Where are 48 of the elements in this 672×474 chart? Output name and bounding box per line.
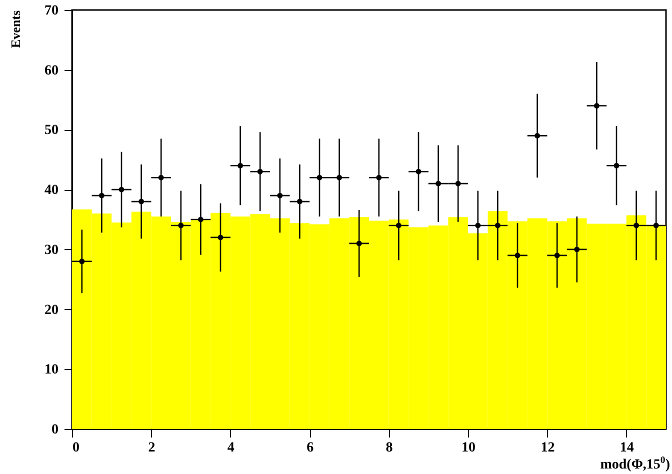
x-tick-label: 12: [540, 440, 555, 456]
y-tick-label: 40: [44, 183, 58, 198]
x-tick-label: 14: [620, 440, 634, 456]
y-tick-label: 20: [44, 302, 58, 318]
point: [238, 162, 244, 168]
point: [554, 252, 560, 258]
point: [514, 252, 520, 258]
point: [475, 222, 481, 228]
y-tick-label: 0: [52, 422, 58, 438]
point: [277, 192, 283, 198]
y-tick-label: 60: [44, 63, 58, 78]
y-tick-label: 10: [44, 362, 58, 378]
point: [436, 180, 442, 186]
point: [634, 222, 640, 228]
x-tick-label: 6: [306, 440, 314, 456]
point: [356, 240, 362, 246]
point: [455, 180, 461, 186]
point: [653, 222, 659, 228]
point: [316, 174, 322, 180]
point: [98, 192, 104, 198]
y-tick-label: 50: [44, 123, 58, 138]
point: [594, 103, 600, 109]
point: [396, 222, 402, 228]
x-axis-title: mod(Φ,15$^{0}$): [600, 455, 670, 474]
point: [178, 222, 184, 228]
point: [574, 246, 580, 252]
point: [79, 258, 85, 264]
point: [376, 174, 382, 180]
x-tick-label: 2: [148, 440, 156, 456]
y-axis-title: Events: [8, 10, 24, 48]
point: [534, 132, 540, 138]
x-tick-label: 4: [227, 440, 234, 456]
point: [138, 198, 144, 204]
point: [296, 198, 302, 204]
point: [257, 168, 263, 174]
point: [494, 222, 500, 228]
point: [336, 174, 342, 180]
point: [614, 162, 620, 168]
point: [118, 186, 124, 192]
point: [416, 168, 422, 174]
x-tick-label: 0: [72, 440, 80, 456]
point: [218, 234, 224, 240]
y-tick-label: 70: [44, 4, 58, 18]
x-tick-label: 8: [386, 440, 393, 456]
x-tick-label: 10: [462, 440, 476, 456]
point: [158, 174, 164, 180]
point: [198, 216, 204, 222]
y-tick-label: 30: [44, 242, 58, 258]
